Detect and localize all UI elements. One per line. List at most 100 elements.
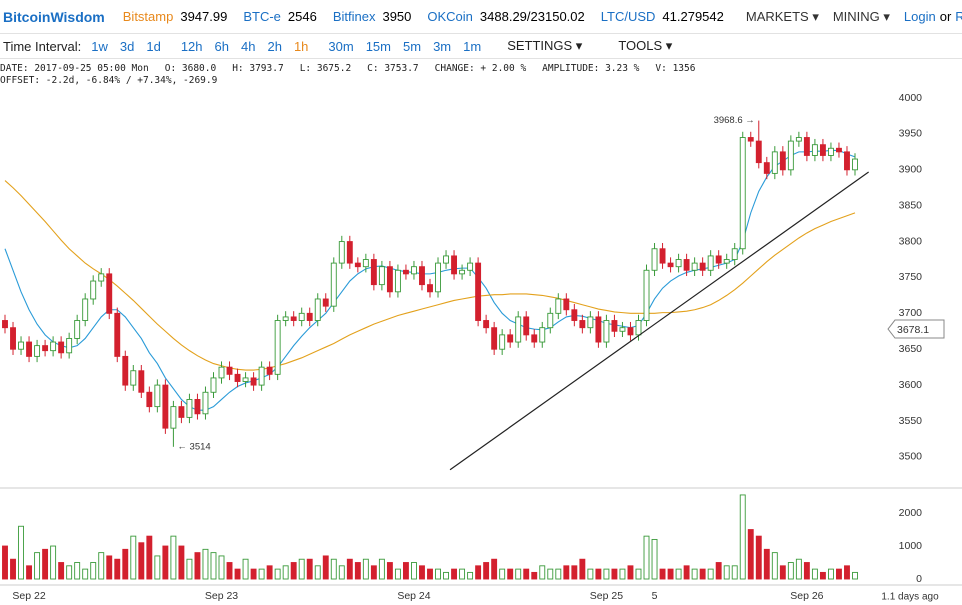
ticker[interactable]: Bitstamp 3947.99 — [123, 9, 228, 24]
volume-bar — [459, 568, 466, 580]
info-item: V: 1356 — [655, 63, 696, 74]
volume-bar — [475, 565, 482, 580]
interval-button[interactable]: 4h — [241, 38, 256, 54]
info-item: C: 3753.7 — [367, 63, 419, 74]
volume-bar — [226, 562, 233, 580]
candle-body — [202, 391, 209, 415]
volume-bar — [354, 562, 361, 580]
volume-bar — [210, 552, 217, 580]
candle-body — [627, 327, 634, 336]
candle-body — [314, 298, 321, 321]
candle-body — [122, 355, 129, 386]
volume-bar — [707, 568, 714, 580]
tools-menu[interactable]: TOOLS ▾ — [618, 38, 673, 53]
volume-bar — [803, 562, 810, 580]
settings-menu[interactable]: SETTINGS ▾ — [507, 38, 583, 53]
login[interactable]: Login — [903, 9, 936, 24]
volume-bar — [836, 568, 842, 580]
y-tick-label: 3950 — [899, 128, 923, 140]
candle-body — [90, 280, 97, 300]
candle-body — [370, 259, 377, 286]
volume-bar — [194, 552, 201, 580]
candle-body — [354, 262, 361, 268]
info-item: H: 3793.7 — [232, 63, 284, 74]
candle-body — [579, 320, 586, 329]
x-tick-label: Sep 22 — [12, 590, 45, 602]
volume-bar — [338, 565, 345, 580]
interval-button[interactable]: 1w — [91, 38, 108, 54]
candle-body — [683, 259, 690, 271]
interval-button[interactable]: 6h — [214, 38, 229, 54]
interval-button[interactable]: 30m — [328, 38, 354, 54]
ticker[interactable]: LTC/USD 41.279542 — [601, 9, 724, 24]
candle-body — [787, 140, 794, 171]
y-tick-label: 3900 — [899, 164, 923, 176]
candle-body — [146, 391, 153, 408]
volume-bar — [683, 565, 690, 580]
ticker-name: LTC/USD — [600, 9, 656, 24]
moving-average — [4, 180, 856, 371]
volume-bar — [811, 568, 818, 580]
y-tick-label: 0 — [916, 573, 922, 585]
volume-bar — [411, 562, 417, 580]
volume-bar — [587, 568, 594, 580]
candle-body — [50, 341, 57, 352]
candle-body — [611, 320, 618, 332]
volume-bar — [314, 565, 321, 580]
volume-bar — [852, 571, 858, 580]
candle-body — [274, 320, 281, 375]
candle-body — [563, 298, 570, 311]
candle-body — [362, 259, 369, 268]
volume-bar — [731, 565, 738, 580]
volume-bar — [795, 558, 802, 580]
interval-button[interactable]: 15m — [365, 38, 391, 54]
candle-body — [194, 398, 201, 415]
interval-button[interactable]: 5m — [403, 38, 422, 54]
volume-bar — [787, 562, 794, 580]
candle-body — [258, 366, 265, 386]
candle-body — [26, 341, 33, 357]
ticker-name: OKCoin — [427, 9, 473, 24]
candle-body — [587, 316, 594, 329]
volume-bar — [290, 562, 297, 580]
y-tick-label: 3500 — [899, 451, 923, 463]
volume-bar — [122, 548, 129, 580]
volume-bar — [555, 568, 562, 580]
ticker-name: Bitstamp — [122, 9, 174, 24]
ticker[interactable]: BTC-e 2546 — [243, 9, 316, 24]
candle-body — [394, 269, 401, 293]
candle-body — [330, 262, 337, 307]
ticker[interactable]: Bitfinex 3950 — [333, 9, 412, 24]
volume-bar — [451, 568, 458, 580]
register[interactable]: R — [955, 9, 962, 24]
candle-body — [827, 147, 834, 156]
menu[interactable]: MINING ▾ — [832, 8, 890, 24]
interval-button[interactable]: 12h — [180, 38, 203, 54]
candle-body — [763, 162, 770, 174]
candle-body — [595, 316, 602, 343]
candle-body — [531, 334, 538, 343]
volume-bar — [162, 545, 169, 580]
candle-body — [210, 377, 217, 393]
candle-body — [659, 248, 666, 264]
candle-body — [491, 327, 498, 350]
candle-body — [138, 370, 145, 393]
ticker-price: 2546 — [287, 9, 317, 24]
volume-bar — [739, 494, 746, 580]
menu[interactable]: MARKETS ▾ — [745, 8, 819, 24]
candle-body — [739, 137, 746, 250]
candle-body — [643, 269, 650, 321]
brand[interactable]: BitcoinWisdom — [3, 8, 105, 25]
interval-button[interactable]: 2h — [267, 38, 282, 54]
interval-button[interactable]: 1m — [463, 38, 482, 54]
candle-body — [723, 259, 730, 264]
interval-button[interactable]: 1h — [293, 38, 309, 54]
candle-body — [635, 320, 642, 336]
volume-bar — [178, 545, 185, 580]
interval-button[interactable]: 1d — [146, 38, 161, 54]
interval-button[interactable]: 3m — [433, 38, 452, 54]
interval-button[interactable]: 3d — [119, 38, 135, 54]
candle-body — [162, 384, 169, 429]
ticker[interactable]: OKCoin 3488.29/23150.02 — [427, 9, 584, 24]
